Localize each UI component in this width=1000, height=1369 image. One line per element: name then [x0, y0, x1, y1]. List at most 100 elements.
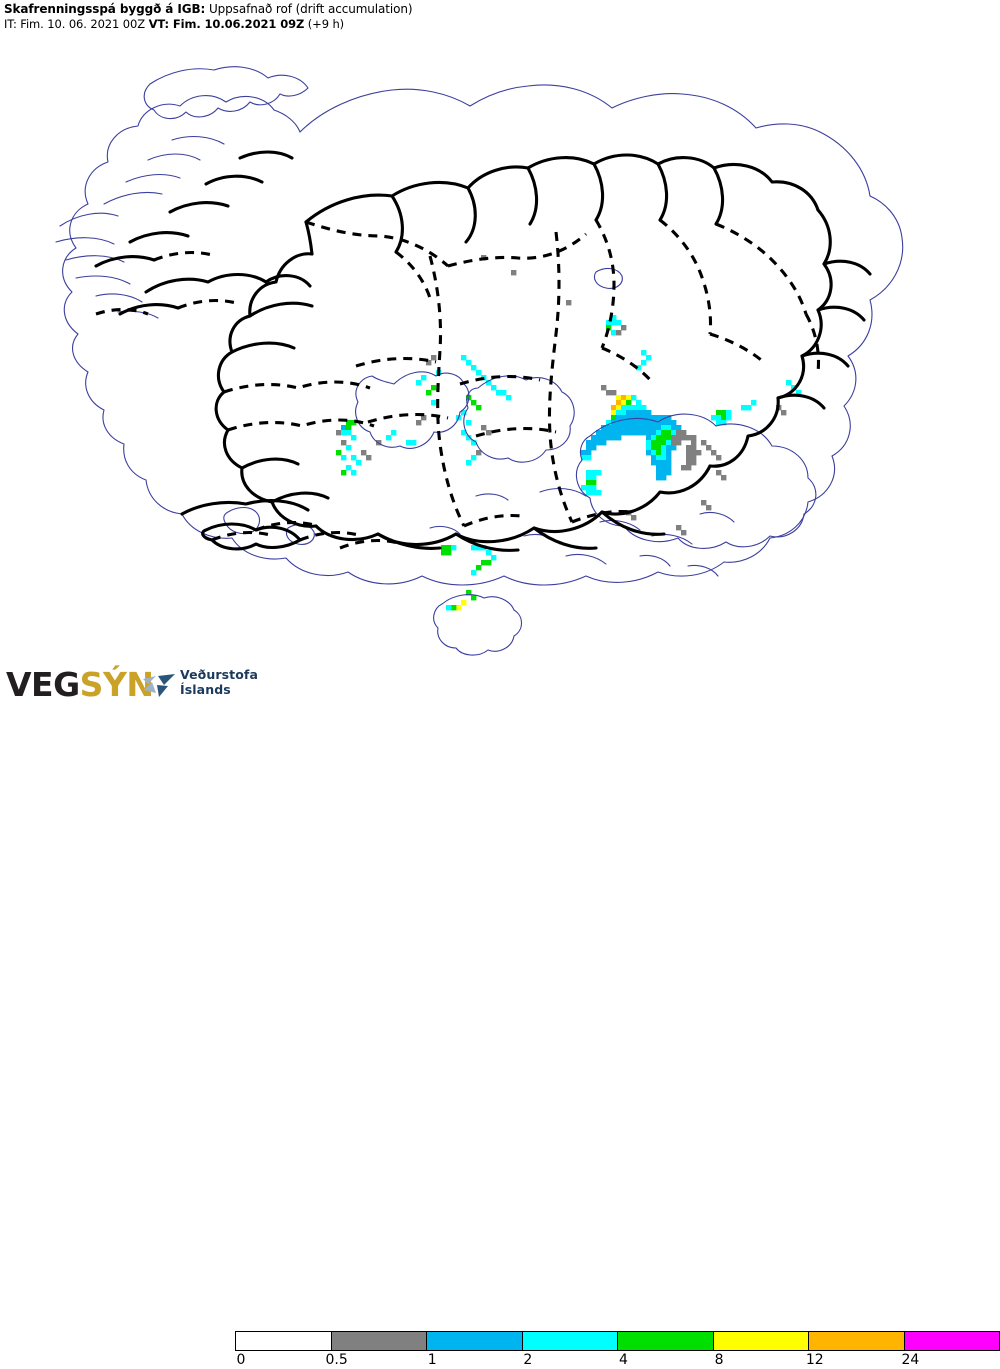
drift-cell: [646, 430, 652, 436]
drift-cell: [341, 430, 347, 436]
drift-cell: [646, 440, 652, 446]
drift-cell: [651, 415, 657, 421]
road-reykjanes: [201, 522, 302, 551]
drift-cell: [471, 545, 477, 551]
drift-cell: [511, 270, 517, 276]
header: Skafrenningsspá byggð á IGB: Uppsafnað r…: [4, 2, 413, 32]
drift-cell: [476, 370, 482, 376]
road-network-dashed: [95, 218, 821, 550]
drift-cell: [721, 475, 727, 481]
colorbar-segment-12[interactable]: [809, 1332, 905, 1350]
drift-cell: [431, 400, 437, 406]
drift-cell: [676, 425, 682, 431]
colorbar-segment-24[interactable]: [904, 1332, 999, 1350]
drift-cell: [656, 420, 662, 426]
drift-cell: [696, 450, 702, 456]
drift-cell: [656, 450, 662, 456]
drift-cell: [631, 395, 637, 401]
dashed-westfjords-interior: [95, 251, 241, 316]
drift-cell: [346, 430, 352, 436]
drift-cell: [621, 395, 627, 401]
forecast-title: Skafrenningsspá byggð á IGB: [4, 2, 201, 16]
header-time-line: IT: Fim. 10. 06. 2021 00Z VT: Fim. 10.06…: [4, 17, 412, 32]
colorbar-segment-1[interactable]: [427, 1332, 523, 1350]
drift-cell: [591, 480, 597, 486]
drift-cell: [451, 545, 457, 551]
drift-cell: [621, 430, 627, 436]
drift-cell: [701, 440, 707, 446]
drift-cell: [611, 330, 617, 336]
drift-cell: [606, 435, 612, 441]
drift-cell: [581, 450, 587, 456]
drift-cell: [626, 395, 632, 401]
drift-cell: [616, 430, 622, 436]
drift-cell: [781, 410, 787, 416]
issue-time: IT: Fim. 10. 06. 2021 00Z: [4, 17, 149, 32]
drift-cell: [491, 385, 497, 391]
drift-cell: [466, 360, 472, 366]
drift-cell: [786, 380, 792, 386]
colorbar-segment-0[interactable]: [236, 1332, 332, 1350]
drift-cell: [406, 440, 412, 446]
drift-cell: [641, 430, 647, 436]
vegsyn-logo[interactable]: VEG SÝN: [6, 664, 154, 704]
agency-line-1: Veðurstofa: [180, 667, 258, 682]
drift-cell: [741, 405, 747, 411]
colorbar-segment-2[interactable]: [522, 1332, 618, 1350]
drift-cell: [496, 390, 502, 396]
drift-cell: [686, 435, 692, 441]
ring-road-west: [214, 220, 318, 528]
drift-cell: [691, 435, 697, 441]
drift-cell: [666, 430, 672, 436]
drift-cell: [586, 470, 592, 476]
drift-cell: [601, 430, 607, 436]
drift-cell: [471, 400, 477, 406]
drift-cell: [636, 405, 642, 411]
drift-cell: [656, 465, 662, 471]
drift-cell: [651, 420, 657, 426]
drift-cell: [671, 420, 677, 426]
drift-cell: [601, 385, 607, 391]
drift-cell: [661, 470, 667, 476]
drift-cell: [356, 460, 362, 466]
drift-cell: [616, 330, 622, 336]
drift-cell: [661, 460, 667, 466]
drift-cell: [596, 440, 602, 446]
drift-cell: [646, 425, 652, 431]
map-canvas[interactable]: [0, 36, 1000, 660]
drift-cell: [466, 590, 472, 596]
drift-cell: [666, 450, 672, 456]
colorbar-segment-0.5[interactable]: [331, 1332, 427, 1350]
drift-cell: [621, 425, 627, 431]
colorbar-tick-labels: 0 0.5 1 2 4 8 12 24: [235, 1352, 1000, 1369]
arrow-top-right: [158, 674, 175, 685]
drift-cell: [586, 450, 592, 456]
drift-cell: [721, 410, 727, 416]
drift-cell: [661, 430, 667, 436]
drift-cell: [581, 485, 587, 491]
drift-cell: [596, 430, 602, 436]
drift-cell: [721, 415, 727, 421]
road-network-solid: [94, 150, 872, 552]
road-westfjords-main: [94, 150, 312, 316]
colorbar-segment-4[interactable]: [618, 1332, 714, 1350]
drift-cell: [636, 410, 642, 416]
drift-cell: [486, 380, 492, 386]
drift-cell: [616, 415, 622, 421]
drift-cell: [471, 570, 477, 576]
drift-cell: [461, 355, 467, 361]
highland-track-kjolur: [428, 255, 466, 527]
drift-cell: [341, 425, 347, 431]
drift-cell: [691, 445, 697, 451]
colorbar[interactable]: 0 0.5 1 2 4 8 12 24: [235, 1331, 1000, 1369]
colorbar-segment-8[interactable]: [713, 1332, 809, 1350]
drift-cell: [346, 465, 352, 471]
westfjords-fjords: [55, 135, 225, 319]
colorbar-tick-0: 0: [236, 1352, 246, 1368]
drift-cell: [591, 485, 597, 491]
colorbar-segments[interactable]: [235, 1331, 1000, 1351]
drift-cell: [601, 435, 607, 441]
drift-cell: [676, 435, 682, 441]
drift-cell: [441, 550, 447, 556]
